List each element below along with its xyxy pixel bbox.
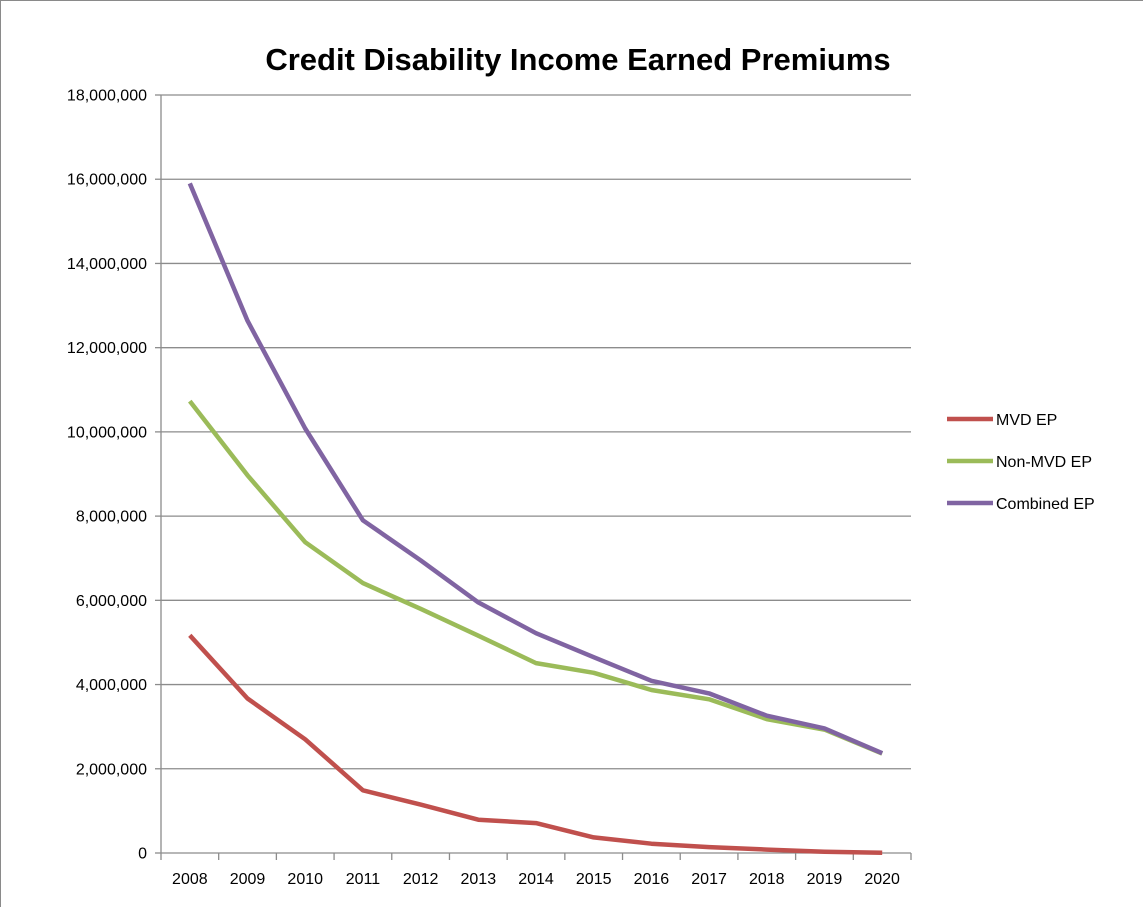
x-tick-label: 2020 xyxy=(864,871,900,888)
x-tick-label: 2009 xyxy=(230,871,266,888)
x-tick-label: 2015 xyxy=(576,871,612,888)
series-line-non-mvd-ep xyxy=(188,399,884,756)
series-lines xyxy=(187,182,884,856)
series-line-combined-ep xyxy=(187,182,884,756)
y-tick-label: 6,000,000 xyxy=(76,593,147,610)
x-tick-label: 2018 xyxy=(749,871,785,888)
y-tick-label: 10,000,000 xyxy=(67,424,147,441)
x-tick-label: 2008 xyxy=(172,871,208,888)
gridlines xyxy=(161,94,911,770)
x-tick-label: 2011 xyxy=(346,871,381,888)
legend-label-non-mvd-ep: Non-MVD EP xyxy=(996,454,1092,471)
y-tick-label: 12,000,000 xyxy=(67,340,147,357)
legend-label-combined-ep: Combined EP xyxy=(996,496,1095,513)
x-tick-label: 2016 xyxy=(634,871,670,888)
y-tick-label: 8,000,000 xyxy=(76,509,147,526)
x-tick-label: 2012 xyxy=(403,871,439,888)
y-tick-label: 16,000,000 xyxy=(67,172,147,189)
chart-title: Credit Disability Income Earned Premiums xyxy=(265,42,890,77)
y-tick-label: 0 xyxy=(138,846,147,863)
x-tick-label: 2019 xyxy=(807,871,843,888)
legend: MVD EP Non-MVD EP Combined EP xyxy=(947,412,1095,513)
series-line-mvd-ep xyxy=(188,633,883,856)
y-tick-label: 2,000,000 xyxy=(76,761,147,778)
legend-label-mvd-ep: MVD EP xyxy=(996,412,1057,429)
y-tick-label: 18,000,000 xyxy=(67,88,147,105)
x-tick-label: 2014 xyxy=(518,871,554,888)
frame-left-border xyxy=(0,0,1,907)
x-tick-label: 2010 xyxy=(287,871,323,888)
y-tick-label: 14,000,000 xyxy=(67,256,147,273)
frame-top-border xyxy=(0,0,1143,1)
x-tick-label: 2017 xyxy=(691,871,727,888)
axes: 0 2,000,000 4,000,000 6,000,000 8,000,000 10,… xyxy=(67,88,912,888)
y-tick-label: 4,000,000 xyxy=(76,677,147,694)
x-tick-label: 2013 xyxy=(461,871,497,888)
